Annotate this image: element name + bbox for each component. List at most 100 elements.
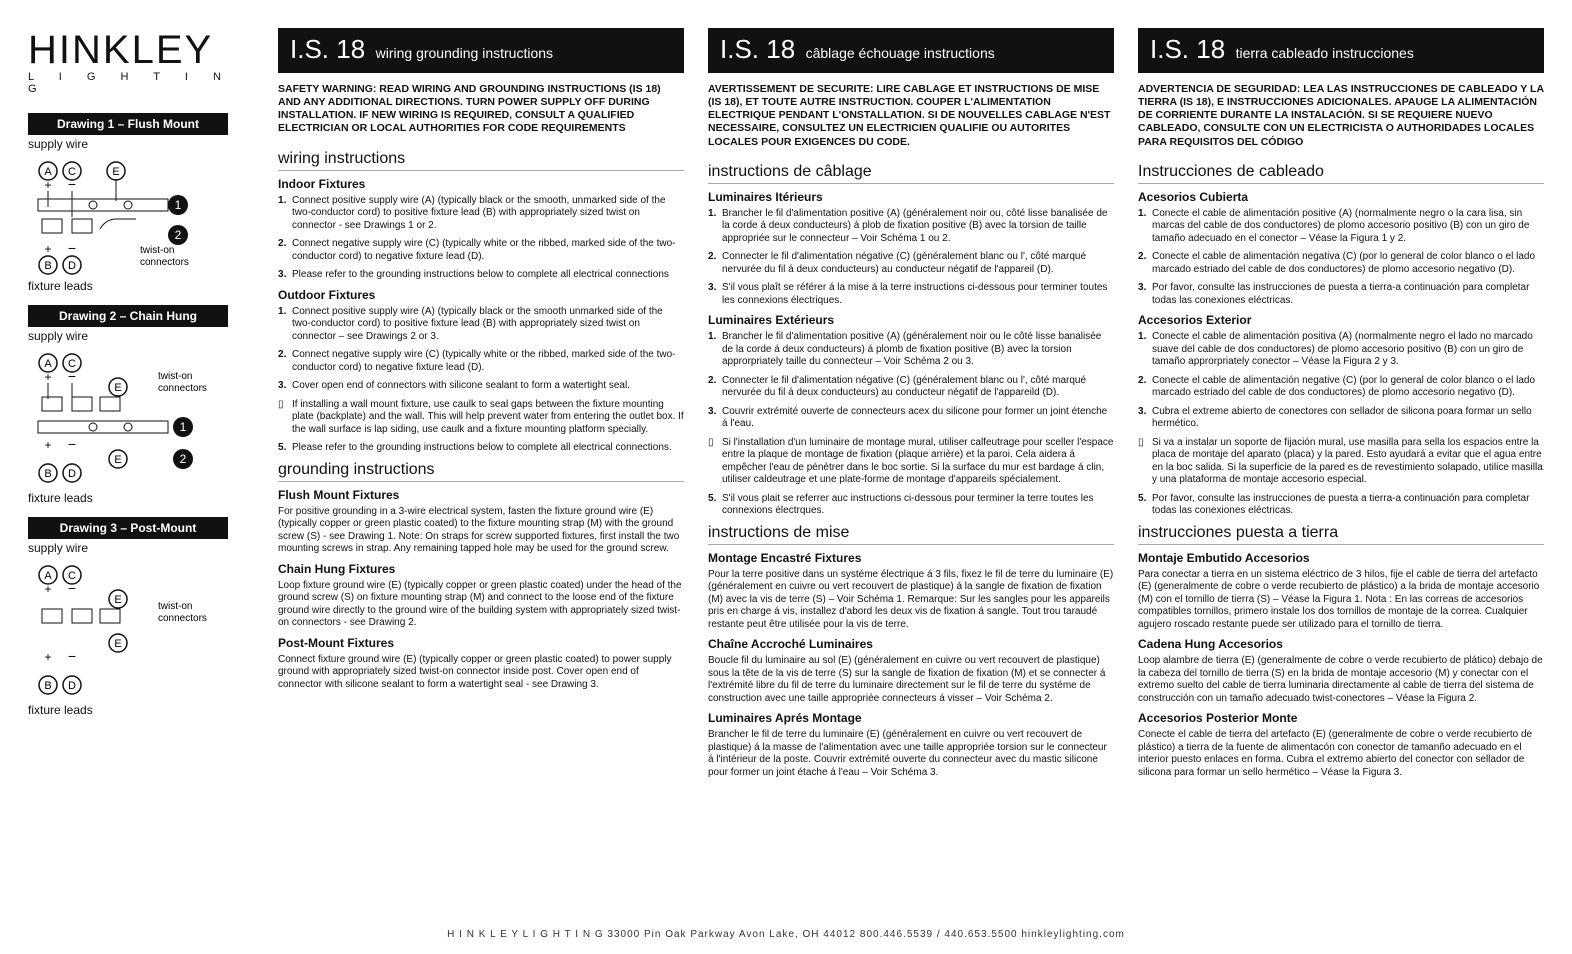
fr-warning: AVERTISSEMENT DE SECURITE: LIRE CABLAGE … bbox=[708, 83, 1114, 149]
svg-text:+: + bbox=[44, 370, 51, 384]
es-bar-small: tierra cableado instrucciones bbox=[1236, 45, 1414, 61]
en-ground-head: grounding instructions bbox=[278, 461, 684, 482]
drawing-3-svg: A C +− E twist-onconnectors E +− B D bbox=[28, 561, 238, 701]
svg-text:−: − bbox=[68, 368, 76, 384]
en-outdoor-head: Outdoor Fixtures bbox=[278, 288, 684, 302]
es-indoor-list: Conecte el cable de alimentación positiv… bbox=[1138, 208, 1544, 308]
svg-text:D: D bbox=[68, 468, 76, 480]
list-item: Couvrir extrémité ouverte de connecteurs… bbox=[708, 406, 1114, 431]
fr-wiring-head: instructions de câblage bbox=[708, 163, 1114, 184]
svg-text:D: D bbox=[68, 680, 76, 692]
en-bar-big: I.S. 18 bbox=[290, 34, 365, 64]
drawing-3-supply: supply wire bbox=[28, 541, 258, 555]
en-outdoor-list: Connect positive supply wire (A) (typica… bbox=[278, 306, 684, 455]
es-flush-head: Montaje Embutido Accesorios bbox=[1138, 551, 1544, 565]
drawing-1-svg: A C E + − 1 2 +− B D twist-onconnectors bbox=[28, 157, 238, 277]
list-item: Conecte el cable de alimentación negativ… bbox=[1138, 251, 1544, 276]
list-item: Connecter le fil d'alimentation négative… bbox=[708, 251, 1114, 276]
en-flush-text: For positive grounding in a 3-wire elect… bbox=[278, 506, 684, 556]
page: HINKLEY L I G H T I N G Drawing 1 – Flus… bbox=[28, 28, 1544, 785]
list-item: Conecte el cable de alimentación negativ… bbox=[1138, 375, 1544, 400]
list-item: Connect positive supply wire (A) (typica… bbox=[278, 306, 684, 344]
col-english: I.S. 18 wiring grounding instructions SA… bbox=[278, 28, 684, 785]
svg-text:B: B bbox=[44, 260, 51, 272]
svg-text:E: E bbox=[114, 638, 121, 650]
svg-text:1: 1 bbox=[175, 198, 182, 212]
svg-text:connectors: connectors bbox=[158, 383, 207, 394]
fr-flush-head: Montage Encastré Fixtures bbox=[708, 551, 1114, 565]
svg-text:D: D bbox=[68, 260, 76, 272]
es-warning: ADVERTENCIA DE SEGURIDAD: LEA LAS INSTRU… bbox=[1138, 83, 1544, 149]
svg-text:twist-on: twist-on bbox=[158, 601, 192, 612]
list-item: Por favor, consulte las instrucciones de… bbox=[1138, 493, 1544, 518]
list-item: Por favor, consulte las instrucciones de… bbox=[1138, 282, 1544, 307]
language-columns: I.S. 18 wiring grounding instructions SA… bbox=[278, 28, 1544, 785]
es-titlebar: I.S. 18 tierra cableado instrucciones bbox=[1138, 28, 1544, 73]
svg-text:B: B bbox=[44, 468, 51, 480]
fr-bar-big: I.S. 18 bbox=[720, 34, 795, 64]
list-item: Cubra el extreme abierto de conectores c… bbox=[1138, 406, 1544, 431]
en-post-text: Connect fixture ground wire (E) (typical… bbox=[278, 654, 684, 692]
svg-text:A: A bbox=[44, 570, 52, 582]
svg-text:+: + bbox=[44, 242, 51, 256]
fr-bar-small: câblage échouage instructions bbox=[806, 45, 995, 61]
es-post-head: Accesorios Posterior Monte bbox=[1138, 711, 1544, 725]
brand-tagline: L I G H T I N G bbox=[28, 71, 258, 95]
drawing-2-supply: supply wire bbox=[28, 329, 258, 343]
drawing-3-title: Drawing 3 – Post-Mount bbox=[28, 517, 228, 539]
fr-chain-text: Boucle fil du luminaire au sol (E) (géné… bbox=[708, 655, 1114, 705]
svg-text:−: − bbox=[68, 580, 76, 596]
fr-chain-head: Chaîne Accroché Luminaires bbox=[708, 637, 1114, 651]
svg-text:−: − bbox=[68, 240, 76, 256]
drawing-3-leads: fixture leads bbox=[28, 703, 258, 717]
list-item: Conecte el cable de alimentación positiv… bbox=[1138, 208, 1544, 246]
brand-name: HINKLEY bbox=[28, 28, 258, 73]
svg-text:twist-on: twist-on bbox=[158, 371, 192, 382]
es-wiring-head: Instrucciones de cableado bbox=[1138, 163, 1544, 184]
list-item: Si va a instalar un soporte de fijación … bbox=[1138, 437, 1544, 487]
svg-text:+: + bbox=[44, 438, 51, 452]
en-wiring-head: wiring instructions bbox=[278, 150, 684, 171]
fr-flush-text: Pour la terre positive dans un systéme é… bbox=[708, 569, 1114, 632]
svg-text:A: A bbox=[44, 358, 52, 370]
svg-text:+: + bbox=[44, 650, 51, 664]
fr-outdoor-head: Luminaires Extérieurs bbox=[708, 313, 1114, 327]
list-item: S'il vous plait se referrer auc instruct… bbox=[708, 493, 1114, 518]
drawing-2-svg: A C +− E twist-onconnectors 1 E 2 +− B D bbox=[28, 349, 238, 489]
col-french: I.S. 18 câblage échouage instructions AV… bbox=[708, 28, 1114, 785]
svg-text:−: − bbox=[68, 648, 76, 664]
es-outdoor-head: Accesorios Exterior bbox=[1138, 313, 1544, 327]
drawing-1-supply: supply wire bbox=[28, 137, 258, 151]
es-outdoor-list: Conecte el cable de alimentación positiv… bbox=[1138, 331, 1544, 518]
fr-titlebar: I.S. 18 câblage échouage instructions bbox=[708, 28, 1114, 73]
es-post-text: Conecte el cable de tierra del artefacto… bbox=[1138, 729, 1544, 779]
list-item: Connect negative supply wire (C) (typica… bbox=[278, 238, 684, 263]
en-post-head: Post-Mount Fixtures bbox=[278, 636, 684, 650]
fr-indoor-list: Brancher le fil d'alimentation positive … bbox=[708, 208, 1114, 308]
list-item: Brancher le fil d'alimentation positive … bbox=[708, 331, 1114, 369]
svg-text:E: E bbox=[114, 382, 121, 394]
list-item: Brancher le fil d'alimentation positive … bbox=[708, 208, 1114, 246]
es-bar-big: I.S. 18 bbox=[1150, 34, 1225, 64]
fr-post-head: Luminaires Aprés Montage bbox=[708, 711, 1114, 725]
svg-text:−: − bbox=[68, 176, 76, 192]
list-item: Connecter le fil d'alimentation négative… bbox=[708, 375, 1114, 400]
list-item: Cover open end of connectors with silico… bbox=[278, 380, 684, 393]
svg-text:+: + bbox=[44, 178, 51, 192]
list-item: S'il vous plaît se référer á la mise á l… bbox=[708, 282, 1114, 307]
svg-text:E: E bbox=[112, 166, 119, 178]
svg-text:2: 2 bbox=[180, 452, 187, 466]
svg-text:twist-on: twist-on bbox=[140, 245, 174, 256]
es-flush-text: Para conectar a tierra en un sistema elé… bbox=[1138, 569, 1544, 632]
fr-post-text: Brancher le fil de terre du luminaire (E… bbox=[708, 729, 1114, 779]
list-item: Conecte el cable de alimentación positiv… bbox=[1138, 331, 1544, 369]
list-item: Please refer to the grounding instructio… bbox=[278, 442, 684, 455]
svg-text:2: 2 bbox=[175, 228, 182, 242]
fr-indoor-head: Luminaires Itérieurs bbox=[708, 190, 1114, 204]
en-indoor-list: Connect positive supply wire (A) (typica… bbox=[278, 195, 684, 282]
svg-text:−: − bbox=[68, 436, 76, 452]
list-item: If installing a wall mount fixture, use … bbox=[278, 399, 684, 437]
left-column: HINKLEY L I G H T I N G Drawing 1 – Flus… bbox=[28, 28, 258, 785]
es-chain-head: Cadena Hung Accesorios bbox=[1138, 637, 1544, 651]
fr-outdoor-list: Brancher le fil d'alimentation positive … bbox=[708, 331, 1114, 518]
